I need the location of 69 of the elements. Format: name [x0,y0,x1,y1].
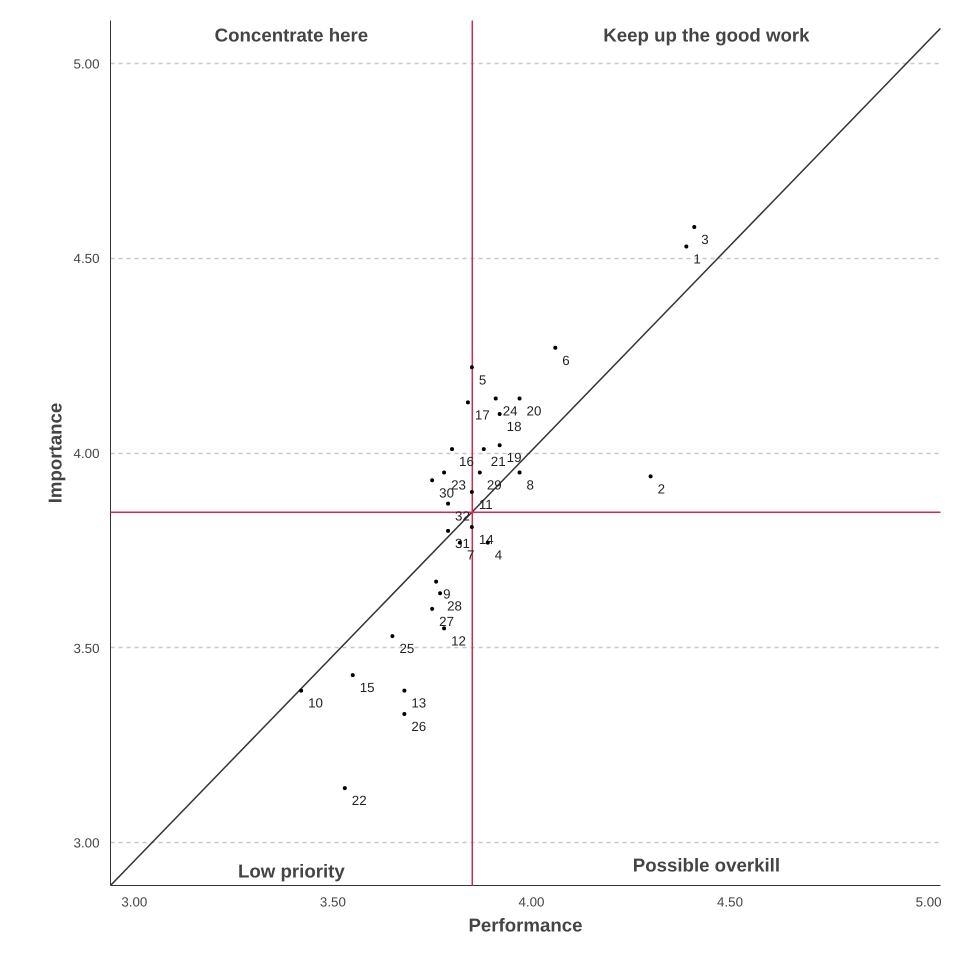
annotation: Keep up the good work [603,24,810,46]
annotation: 27 [439,614,454,629]
y-tick-label: 4.00 [74,446,100,461]
annotation: Low priority [238,860,346,882]
point [342,786,347,790]
annotation: 6 [562,352,570,368]
annotation: 26 [411,719,426,734]
annotation: 3 [701,232,709,248]
annotation: 1 [693,251,701,266]
point [692,225,696,230]
annotation: Possible overkill [632,854,780,876]
annotation: 13 [411,696,426,711]
annotation: 15 [360,680,375,696]
point [434,580,438,584]
point [470,525,474,530]
y-tick-label: 4.50 [74,251,100,266]
point [482,447,486,452]
point [470,490,474,494]
annotation: 22 [352,793,367,808]
point [466,400,470,404]
point [498,443,502,448]
annotation: 18 [506,419,522,434]
x-tick-label: 3.50 [320,894,346,910]
y-tick-label: 5.00 [74,56,100,72]
y-tick-label: 3.00 [74,836,100,851]
annotation: 20 [526,403,542,418]
annotation: 5 [478,372,486,388]
point [684,244,688,248]
annotation: 12 [451,633,466,648]
annotation: 19 [506,450,522,466]
point [470,365,474,370]
point [553,346,558,350]
annotation: Concentrate here [214,24,368,46]
point [430,606,434,611]
annotation: 2 [658,481,666,496]
point [450,447,454,452]
point [498,412,502,416]
x-tick-label: 4.00 [518,894,544,910]
point [390,634,394,638]
point [648,474,653,478]
point [402,712,406,716]
annotation: 10 [308,696,323,711]
y-tick-label: 3.50 [74,640,100,656]
annotation: 17 [474,407,490,422]
point [438,591,442,596]
x-tick-label: 4.50 [717,894,744,910]
annotation: 11 [478,496,493,512]
x-axis-title: Performance [468,914,583,936]
annotation: 25 [399,641,414,656]
point [442,470,446,474]
point [430,478,434,482]
point [518,396,522,400]
point [446,528,450,533]
point [402,688,406,693]
annotation: 21 [490,454,506,470]
point [442,626,446,630]
annotation: 8 [526,477,534,492]
point [350,673,355,678]
point [446,502,450,506]
x-tick-label: 5.00 [916,894,942,910]
x-tick-label: 3.00 [121,894,148,910]
point [518,470,522,474]
point [478,470,482,474]
point [494,396,498,400]
annotation: 4 [494,548,503,563]
point [299,688,304,693]
annotation: 32 [455,508,470,524]
y-axis-title: Importance [44,402,66,504]
annotation: 24 [502,403,518,418]
